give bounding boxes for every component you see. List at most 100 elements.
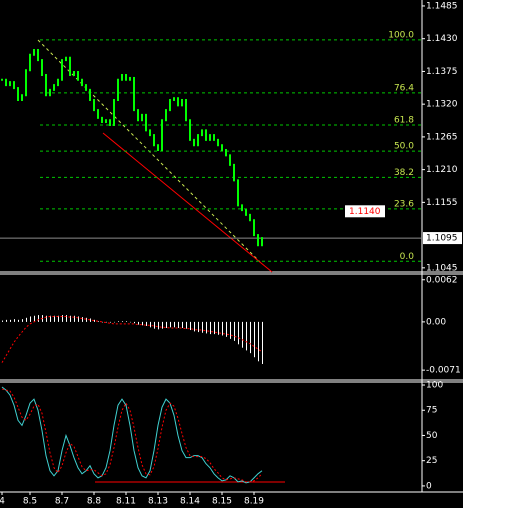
y-tick-label: 1.1155 xyxy=(426,198,458,208)
price-bar xyxy=(81,78,83,87)
histogram-bar xyxy=(70,315,71,322)
histogram-bar xyxy=(166,321,167,328)
price-bar xyxy=(261,237,263,247)
price-bar xyxy=(177,97,179,107)
price-bar xyxy=(125,73,127,81)
histogram-bar xyxy=(74,315,75,322)
price-bar xyxy=(37,48,39,62)
price-bar xyxy=(29,53,31,72)
histogram-bar xyxy=(198,321,199,333)
histogram-bar xyxy=(202,321,203,333)
x-tick-label: 8.13 xyxy=(148,497,168,507)
price-bar xyxy=(77,71,79,81)
x-tick-label: 4 xyxy=(0,497,5,507)
fib-label: 23.6 xyxy=(394,199,414,209)
price-bar xyxy=(121,73,123,81)
price-bar xyxy=(229,154,231,166)
histogram-bar xyxy=(34,315,35,322)
histogram-bar xyxy=(154,321,155,329)
price-bar xyxy=(245,209,247,216)
histogram-bar xyxy=(2,320,3,322)
current-price-label: 1.1095 xyxy=(426,234,458,244)
histogram-bar xyxy=(86,317,87,322)
histogram-bar xyxy=(214,321,215,335)
price-bar xyxy=(73,71,75,76)
histogram-bar xyxy=(150,321,151,328)
price-bar xyxy=(221,144,223,151)
fib-label: 76.4 xyxy=(394,83,414,93)
price-bar xyxy=(189,119,191,141)
histogram-bar xyxy=(182,321,183,328)
histogram-bar xyxy=(190,321,191,331)
histogram-bar xyxy=(114,321,115,323)
histogram-bar xyxy=(122,321,123,322)
price-bar xyxy=(25,69,27,97)
y-tick-label: 1.1430 xyxy=(426,34,458,44)
price-bar xyxy=(249,213,251,222)
price-bar xyxy=(17,87,19,101)
histogram-bar xyxy=(262,321,263,365)
y-tick-label: 0 xyxy=(426,481,432,491)
x-tick-label: 8.7 xyxy=(55,497,69,507)
price-bar xyxy=(5,78,7,87)
price-bar xyxy=(133,76,135,112)
price-marker-label: 1.1140 xyxy=(349,207,381,217)
histogram-bar xyxy=(10,319,11,322)
signal-line xyxy=(1,388,263,483)
histogram-bar xyxy=(210,321,211,335)
y-tick-label: 100 xyxy=(426,381,443,391)
histogram-bar xyxy=(54,315,55,322)
x-tick-label: 8.5 xyxy=(23,497,37,507)
price-bar xyxy=(185,98,187,122)
y-tick-label: 1.1375 xyxy=(426,67,458,77)
histogram-bar xyxy=(22,319,23,322)
price-bar xyxy=(113,98,115,126)
histogram-bar xyxy=(250,321,251,354)
price-bar xyxy=(237,179,239,207)
price-bar xyxy=(89,88,91,101)
fib-label: 100.0 xyxy=(388,30,414,40)
histogram-bar xyxy=(66,315,67,322)
histogram-bar xyxy=(18,319,19,322)
price-bar xyxy=(53,84,55,91)
histogram-bar xyxy=(26,317,27,322)
price-bar xyxy=(33,48,35,56)
price-bar xyxy=(41,59,43,76)
price-bar xyxy=(9,81,11,87)
histogram-bar xyxy=(158,321,159,330)
price-bar xyxy=(117,78,119,101)
histogram-bar xyxy=(90,318,91,322)
price-bar xyxy=(105,119,107,124)
histogram-bar xyxy=(6,319,7,322)
histogram-bar xyxy=(258,321,259,362)
price-bar xyxy=(233,163,235,182)
price-bar xyxy=(213,134,215,141)
histogram-bar xyxy=(58,315,59,322)
price-bar xyxy=(97,109,99,119)
price-bar xyxy=(205,129,207,141)
histogram-bar xyxy=(178,321,179,328)
price-bar xyxy=(1,78,3,81)
price-bar xyxy=(101,116,103,124)
price-bar xyxy=(69,56,71,76)
x-tick-label: 8.11 xyxy=(116,497,136,507)
price-bar xyxy=(149,129,151,137)
price-bar xyxy=(49,88,51,97)
fib-label: 61.8 xyxy=(394,115,414,125)
price-bar xyxy=(153,134,155,147)
price-bar xyxy=(241,204,243,212)
histogram-bar xyxy=(146,321,147,326)
histogram-bar xyxy=(206,321,207,334)
histogram-bar xyxy=(246,321,247,351)
price-bar xyxy=(257,234,259,247)
price-bar xyxy=(129,76,131,81)
y-tick-label: 25 xyxy=(426,456,437,466)
histogram-bar xyxy=(78,316,79,322)
fib-label: 0.0 xyxy=(400,252,415,262)
y-tick-label: 0.00 xyxy=(426,317,446,327)
histogram-bar xyxy=(50,315,51,322)
y-tick-label: 75 xyxy=(426,406,437,416)
histogram-bar xyxy=(102,321,103,323)
background xyxy=(0,0,463,508)
